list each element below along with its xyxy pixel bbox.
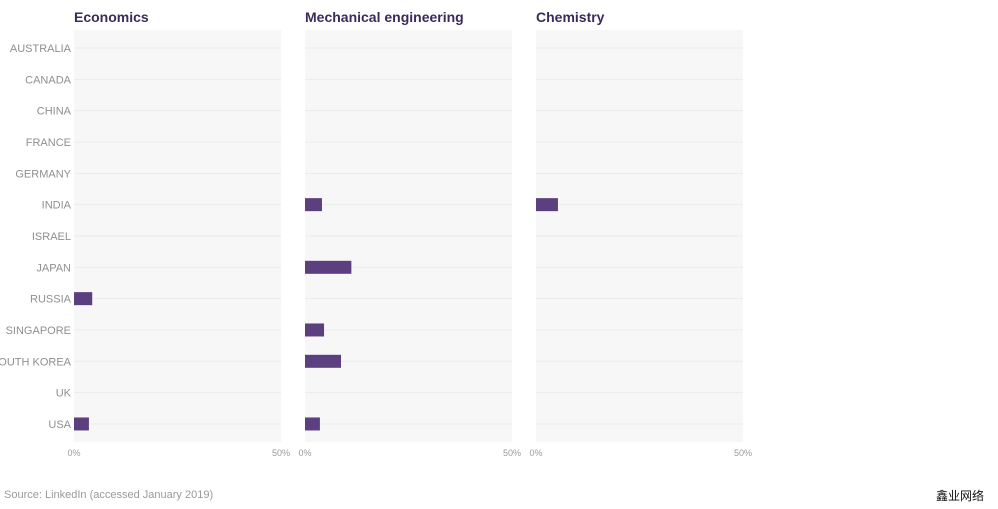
bar-mechanical-engineering-south-korea bbox=[305, 354, 342, 368]
category-label-usa: USA bbox=[48, 419, 71, 431]
bar-chemistry-india bbox=[536, 198, 558, 212]
watermark-text: 鑫业网络 bbox=[935, 489, 984, 503]
category-label-singapore: SINGAPORE bbox=[6, 325, 71, 337]
bar-economics-usa bbox=[74, 417, 89, 431]
tick-label-mechanical-engineering-0: 0% bbox=[298, 448, 311, 458]
bar-mechanical-engineering-india bbox=[305, 198, 322, 212]
tick-label-economics-0: 0% bbox=[67, 448, 80, 458]
category-label-uk: UK bbox=[56, 388, 72, 400]
source-note: Source: LinkedIn (accessed January 2019) bbox=[4, 489, 214, 501]
panel-title-economics: Economics bbox=[74, 9, 149, 25]
category-label-china: CHINA bbox=[37, 106, 72, 118]
category-label-israel: ISRAEL bbox=[32, 231, 71, 243]
panel-title-mechanical-engineering: Mechanical engineering bbox=[305, 9, 464, 25]
category-label-france: FRANCE bbox=[26, 137, 71, 149]
tick-label-mechanical-engineering-50: 50% bbox=[503, 448, 521, 458]
category-label-germany: GERMANY bbox=[15, 168, 71, 180]
tick-label-chemistry-0: 0% bbox=[529, 448, 542, 458]
small-multiples-bar-chart: AUSTRALIA CANADA CHINA FRANCE GERMANY INDIA IS… bbox=[0, 9, 752, 458]
bar-mechanical-engineering-singapore bbox=[305, 323, 325, 337]
bar-mechanical-engineering-usa bbox=[305, 417, 320, 431]
category-label-canada: CANADA bbox=[25, 74, 72, 86]
category-label-japan: JAPAN bbox=[36, 262, 71, 274]
category-label-australia: AUSTRALIA bbox=[10, 43, 72, 55]
bar-mechanical-engineering-japan bbox=[305, 260, 352, 274]
category-label-russia: RUSSIA bbox=[30, 294, 72, 306]
category-label-south-korea: SOUTH KOREA bbox=[0, 356, 72, 368]
bar-economics-russia bbox=[74, 292, 93, 306]
tick-label-economics-50: 50% bbox=[272, 448, 290, 458]
tick-label-chemistry-50: 50% bbox=[734, 448, 752, 458]
panel-title-chemistry: Chemistry bbox=[536, 9, 605, 25]
category-label-india: INDIA bbox=[42, 200, 72, 212]
